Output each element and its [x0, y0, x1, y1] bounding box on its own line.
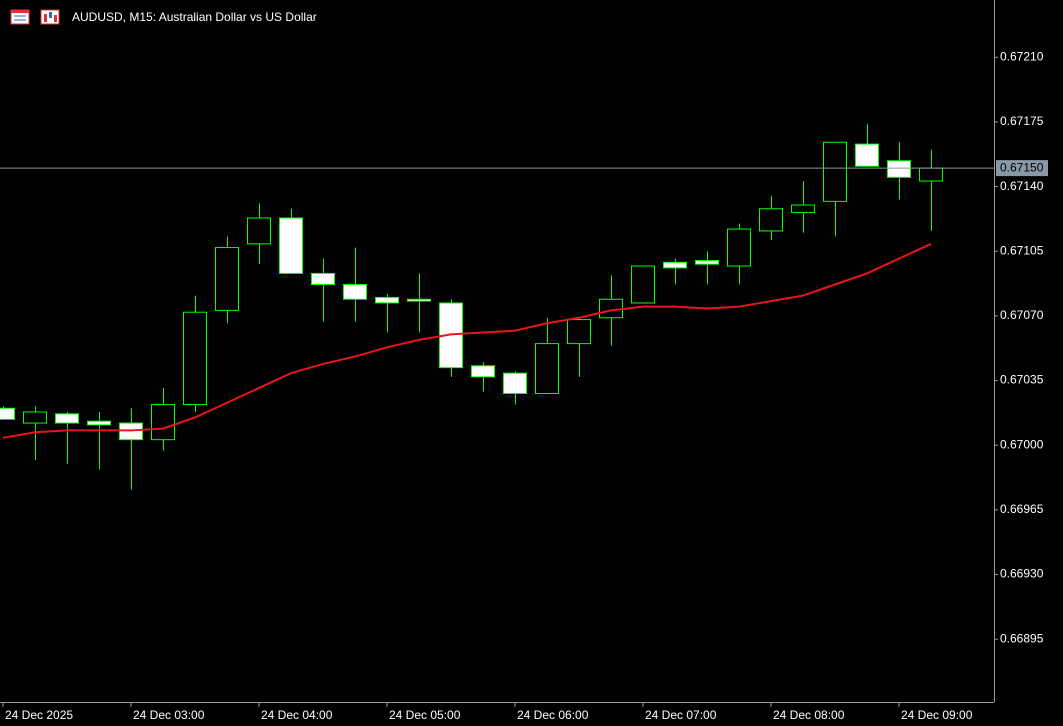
y-tick-label: 0.67105: [1000, 243, 1044, 257]
y-tick-label: 0.67035: [1000, 373, 1044, 387]
candle-body: [215, 247, 239, 311]
candle-body: [887, 160, 911, 178]
y-tick-label: 0.66895: [1000, 631, 1044, 645]
candle-body: [183, 311, 207, 406]
candle-body: [87, 420, 111, 426]
icon-bar: [11, 10, 29, 13]
y-tick-label: 0.67210: [1000, 49, 1044, 63]
x-tick-label: 24 Dec 08:00: [773, 708, 845, 722]
candle-body: [695, 259, 719, 265]
current-price-label: 0.67150: [1000, 160, 1044, 174]
candle-body: [23, 411, 47, 424]
candle-body: [535, 343, 559, 394]
candle-body: [727, 228, 751, 267]
x-tick-label: 24 Dec 05:00: [389, 708, 461, 722]
candle-body: [823, 141, 847, 202]
candle-body: [855, 143, 879, 167]
x-tick-label: 24 Dec 06:00: [517, 708, 589, 722]
moving-average-line: [2, 242, 932, 439]
y-tick-label: 0.67070: [1000, 308, 1044, 322]
x-tick-label: 24 Dec 07:00: [645, 708, 717, 722]
candle-body: [567, 319, 591, 345]
candle-body: [151, 404, 175, 441]
icon-bar: [49, 12, 52, 18]
candle-body: [663, 261, 687, 269]
menu-icon[interactable]: [10, 9, 30, 25]
candle-body: [0, 407, 15, 420]
candle-body: [247, 217, 271, 245]
y-tick-label: 0.67175: [1000, 114, 1044, 128]
y-tick-label: 0.67000: [1000, 437, 1044, 451]
current-price-box: [996, 160, 1048, 177]
y-tick-label: 0.66965: [1000, 502, 1044, 516]
chart-icon[interactable]: [40, 9, 60, 25]
icon-bar: [54, 15, 57, 22]
icon-bar: [44, 14, 47, 22]
candle-body: [919, 167, 943, 182]
candle-body: [311, 272, 335, 285]
candle-body: [471, 365, 495, 378]
x-tick-label: 24 Dec 09:00: [901, 708, 973, 722]
y-tick-label: 0.66930: [1000, 567, 1044, 581]
candle-body: [759, 208, 783, 232]
x-tick-label: 24 Dec 03:00: [133, 708, 205, 722]
candle-body: [407, 298, 431, 302]
candle-body: [55, 413, 79, 424]
candle-body: [791, 204, 815, 213]
candle-body: [631, 265, 655, 304]
x-tick-label: 24 Dec 04:00: [261, 708, 333, 722]
candle-body: [503, 372, 527, 394]
x-tick-label: 24 Dec 2025: [5, 708, 73, 722]
candle-body: [375, 296, 399, 304]
candle-body: [279, 217, 303, 274]
y-tick-label: 0.67140: [1000, 179, 1044, 193]
chart-title: AUDUSD, M15: Australian Dollar vs US Dol…: [72, 10, 317, 24]
candle-body: [343, 283, 367, 300]
